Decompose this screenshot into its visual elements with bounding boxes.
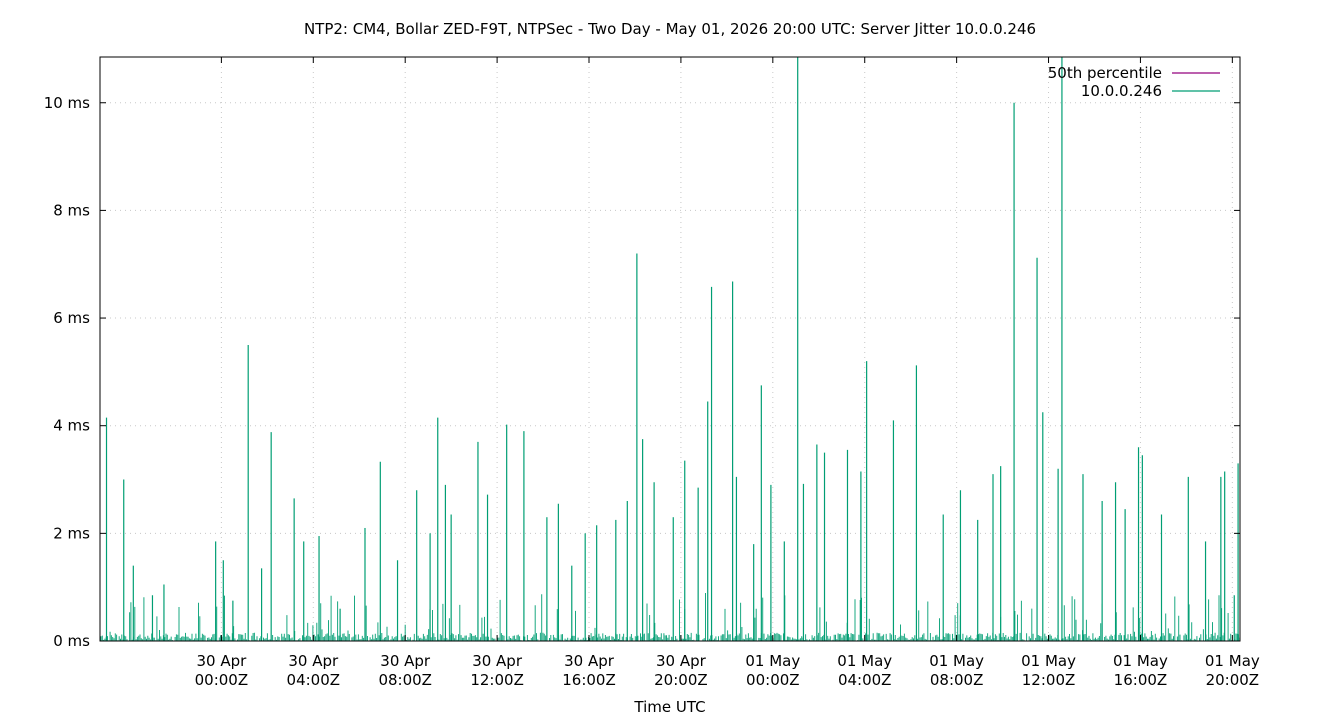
y-tick-label: 0 ms [53, 632, 90, 650]
x-tick-label-time: 00:00Z [746, 671, 800, 689]
x-tick-label-time: 16:00Z [562, 671, 616, 689]
x-tick-label-date: 30 Apr [288, 652, 339, 670]
y-tick-label: 4 ms [53, 417, 90, 435]
x-tick-label-date: 30 Apr [656, 652, 707, 670]
legend-label: 10.0.0.246 [1081, 82, 1162, 100]
x-tick-label-date: 30 Apr [196, 652, 247, 670]
x-tick-label-date: 01 May [1113, 652, 1168, 670]
y-tick-label: 2 ms [53, 524, 90, 542]
series-noise-baseline [100, 593, 1241, 641]
x-tick-label-date: 01 May [837, 652, 892, 670]
x-tick-label-time: 20:00Z [1206, 671, 1260, 689]
series-area [100, 57, 1241, 641]
grid-lines [100, 57, 1240, 641]
x-axis-label: Time UTC [633, 698, 705, 716]
x-tick-label-time: 08:00Z [378, 671, 432, 689]
x-tick-label-time: 04:00Z [838, 671, 892, 689]
x-tick-label-date: 30 Apr [380, 652, 431, 670]
x-tick-label-time: 04:00Z [287, 671, 341, 689]
x-tick-label-time: 12:00Z [470, 671, 524, 689]
x-tick-label-date: 30 Apr [472, 652, 523, 670]
y-tick-label: 8 ms [53, 201, 90, 219]
x-tick-label-date: 30 Apr [564, 652, 615, 670]
x-tick-label-date: 01 May [929, 652, 984, 670]
x-tick-label-time: 20:00Z [654, 671, 708, 689]
x-tick-label-time: 00:00Z [195, 671, 249, 689]
y-tick-label: 6 ms [53, 309, 90, 327]
x-tick-label-date: 01 May [1021, 652, 1076, 670]
x-tick-label-time: 16:00Z [1114, 671, 1168, 689]
x-tick-label-date: 01 May [745, 652, 800, 670]
plot-border [99, 56, 1241, 642]
legend-label: 50th percentile [1048, 64, 1162, 82]
x-tick-label-date: 01 May [1205, 652, 1260, 670]
x-tick-label-time: 12:00Z [1022, 671, 1076, 689]
y-tick-label: 10 ms [44, 94, 90, 112]
x-tick-label-time: 08:00Z [930, 671, 984, 689]
chart-title: NTP2: CM4, Bollar ZED-F9T, NTPSec - Two … [304, 20, 1036, 38]
